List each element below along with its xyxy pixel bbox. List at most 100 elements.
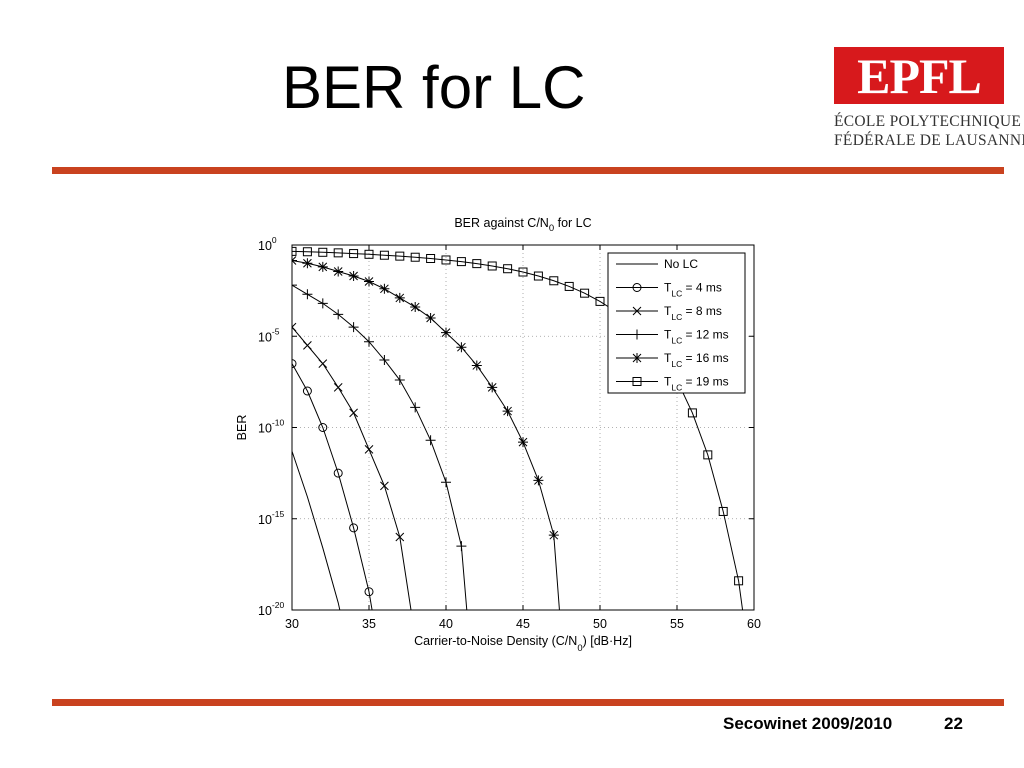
data-point <box>425 313 436 323</box>
legend-label: TLC = 4 ms <box>664 281 722 299</box>
legend-label: TLC = 12 ms <box>664 328 729 346</box>
data-point <box>302 258 313 269</box>
data-point <box>364 249 374 259</box>
data-point <box>318 423 328 432</box>
data-point <box>395 532 405 542</box>
chart-title: BER against C/N0 for LC <box>454 216 591 234</box>
data-point <box>632 329 642 340</box>
data-point <box>518 267 528 277</box>
data-point <box>349 249 359 259</box>
x-axis-label: Carrier-to-Noise Density (C/N0) [dB·Hz] <box>414 634 632 654</box>
legend-entry-3: TLC = 12 ms <box>616 328 729 346</box>
data-point <box>333 309 344 320</box>
epfl-logo: EPFL ÉCOLE POLYTECHNIQUE FÉDÉRALE DE LAU… <box>834 47 1024 150</box>
data-point <box>518 437 528 448</box>
data-point <box>349 523 359 533</box>
data-point <box>318 359 328 368</box>
data-point <box>441 327 451 338</box>
footer-rule <box>52 699 1004 706</box>
data-point <box>734 576 744 586</box>
data-point <box>333 382 343 392</box>
data-point <box>410 252 420 262</box>
data-point <box>379 283 390 294</box>
data-point <box>456 257 466 267</box>
data-point <box>302 289 313 300</box>
data-point <box>502 406 513 417</box>
data-point <box>348 322 359 333</box>
header-rule <box>52 167 1004 174</box>
legend-entry-5: TLC = 19 ms <box>616 375 729 393</box>
y-tick-label: 10-15 <box>258 509 284 527</box>
legend-entry-0: No LC <box>616 257 698 271</box>
legend-box <box>607 252 746 394</box>
data-point <box>548 530 559 541</box>
footer-text: Secowinet 2009/2010 <box>723 714 893 733</box>
data-point <box>348 271 359 282</box>
logo-line-1: ÉCOLE POLYTECHNIQUE <box>834 113 1022 130</box>
data-point <box>364 276 374 287</box>
legend-label: No LC <box>664 257 698 271</box>
series-3 <box>292 280 468 610</box>
y-tick-label: 10-5 <box>258 326 280 344</box>
legend-entry-4: TLC = 16 ms <box>616 351 729 369</box>
data-point <box>533 271 543 281</box>
page-number: 22 <box>944 714 963 733</box>
data-point <box>580 288 590 298</box>
data-point <box>549 276 559 286</box>
data-point <box>456 541 467 552</box>
x-tick-label: 55 <box>670 617 684 631</box>
data-point <box>292 246 297 256</box>
y-tick-label: 10-10 <box>258 418 284 436</box>
x-tick-label: 40 <box>439 617 453 631</box>
series-line <box>292 451 341 610</box>
data-point <box>318 247 328 257</box>
series-4 <box>292 255 560 610</box>
data-point <box>394 375 405 386</box>
data-point <box>632 377 642 386</box>
data-point <box>441 477 451 488</box>
data-point <box>364 445 374 454</box>
data-point <box>292 322 297 332</box>
data-point <box>333 248 343 258</box>
data-point <box>317 298 328 309</box>
data-point <box>364 587 374 597</box>
data-point <box>364 336 374 347</box>
series-line <box>292 363 373 610</box>
legend-label: TLC = 8 ms <box>664 304 722 322</box>
slide-title: BER for LC <box>282 54 586 121</box>
x-tick-label: 45 <box>516 617 530 631</box>
series-2 <box>292 322 412 610</box>
data-point <box>394 292 405 303</box>
series-0 <box>292 451 341 610</box>
data-point <box>441 255 451 265</box>
legend-entry-1: TLC = 4 ms <box>616 281 722 299</box>
data-point <box>292 359 297 369</box>
data-point <box>303 341 312 350</box>
data-point <box>333 266 344 277</box>
data-point <box>379 354 390 365</box>
data-point <box>333 468 343 478</box>
data-point <box>487 382 498 393</box>
data-point <box>503 264 513 274</box>
data-point <box>349 408 358 418</box>
x-tick-label: 60 <box>747 617 761 631</box>
data-point <box>317 261 328 272</box>
data-point <box>380 481 389 491</box>
data-point <box>379 250 389 260</box>
y-tick-label: 10-20 <box>258 600 284 618</box>
legend-label: TLC = 19 ms <box>664 375 729 393</box>
data-point <box>564 281 574 291</box>
x-tick-label: 50 <box>593 617 607 631</box>
y-axis-label: BER <box>235 415 249 441</box>
x-tick-label: 35 <box>362 617 376 631</box>
series-1 <box>292 359 374 610</box>
data-point <box>703 450 713 460</box>
data-point <box>426 254 436 264</box>
data-point <box>472 259 482 269</box>
y-tick-label: 100 <box>258 235 277 253</box>
epfl-logo-text: EPFL <box>857 48 982 104</box>
data-point <box>302 386 312 396</box>
legend-entry-2: TLC = 8 ms <box>616 304 722 322</box>
ticks: 30 35 40 45 50 55 60 100 10-5 10-10 10-15 10-20 <box>258 235 761 631</box>
